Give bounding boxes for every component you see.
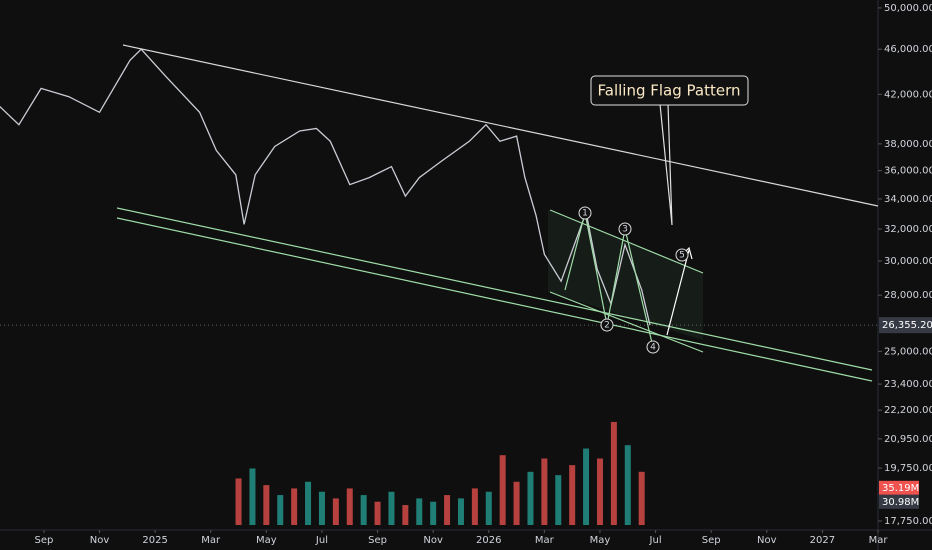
y-tick-label: 30,000.00 — [884, 256, 932, 267]
volume-bar — [527, 471, 534, 525]
support-line — [116, 207, 873, 371]
y-tick-label: 20,950.00 — [884, 434, 932, 445]
wave-label: 3 — [622, 225, 628, 235]
volume-bar — [499, 455, 506, 525]
annotation: Falling Flag Pattern — [598, 82, 741, 100]
x-tick-label: 2026 — [476, 535, 501, 546]
volume-bar — [402, 505, 409, 525]
arrow-shaft — [666, 249, 690, 336]
resistance-line — [122, 44, 879, 207]
x-tick-label: Nov — [90, 535, 110, 546]
volume-bar — [249, 468, 256, 525]
x-tick-label: May — [590, 535, 611, 546]
flag-lower — [549, 291, 704, 353]
flag-zone — [548, 210, 703, 340]
wave-marker — [646, 340, 660, 354]
y-tick-label: 19,750.00 — [884, 463, 932, 474]
callout-pointer — [659, 103, 673, 226]
volume-label: 35.19M — [882, 483, 919, 494]
y-tick-label: 46,000.00 — [884, 44, 932, 55]
volume-bar — [416, 498, 423, 525]
y-tick-label: 22,200.00 — [884, 405, 932, 416]
volume-bar — [374, 501, 381, 525]
volume-bar — [346, 488, 353, 525]
volume-bar — [457, 498, 464, 525]
y-tick-label: 28,000.00 — [884, 290, 932, 301]
volume-bar — [332, 498, 339, 525]
volume-bar — [360, 495, 367, 525]
volume-bar — [555, 475, 562, 525]
wave-label: 4 — [650, 343, 656, 353]
last-price-label: 26,355.20 — [882, 320, 932, 331]
volume-bar — [596, 458, 603, 525]
wave-label: 1 — [582, 209, 588, 219]
volume-bar — [291, 488, 298, 525]
volume-bar — [638, 471, 645, 525]
volume-bar — [541, 458, 548, 525]
x-tick-label: 2027 — [810, 535, 835, 546]
y-tick-label: 34,000.00 — [884, 194, 932, 205]
wave-label: 2 — [604, 321, 610, 331]
wave-marker — [600, 318, 614, 332]
y-tick-label: 32,000.00 — [884, 224, 932, 235]
volume-bar — [569, 465, 576, 525]
volume-bar — [513, 481, 520, 525]
volume-bar — [388, 491, 395, 525]
y-tick-label: 42,000.00 — [884, 89, 932, 100]
y-tick-label: 50,000.00 — [884, 3, 932, 14]
volume-bar — [430, 501, 437, 525]
x-tick-label: Sep — [702, 535, 721, 546]
y-tick-label: 36,000.00 — [884, 166, 932, 177]
volume-bar — [624, 445, 631, 525]
x-tick-label: Mar — [869, 535, 889, 546]
volume-bar — [263, 485, 270, 525]
volume-bar — [305, 481, 312, 525]
wave-marker — [618, 222, 632, 236]
wave-label: 5 — [679, 251, 685, 261]
wave-marker — [675, 248, 689, 262]
y-tick-label: 25,000.00 — [884, 346, 932, 357]
volume-label: 30.98M — [882, 497, 919, 508]
x-tick-label: Mar — [535, 535, 555, 546]
volume-label-box — [879, 480, 919, 495]
wave-marker — [578, 206, 592, 220]
volume-bar — [318, 491, 325, 525]
x-tick-label: Nov — [757, 535, 777, 546]
x-tick-label: Mar — [201, 535, 221, 546]
y-tick-label: 17,750.00 — [884, 516, 932, 527]
x-tick-label: Nov — [423, 535, 443, 546]
x-tick-label: Jul — [649, 535, 662, 546]
volume-bar — [471, 488, 478, 525]
last-price-box — [879, 317, 932, 334]
flag-upper — [549, 209, 704, 274]
volume-bar — [485, 491, 492, 525]
volume-label-box — [879, 494, 919, 509]
volume-bar — [444, 495, 451, 525]
support-line — [116, 217, 873, 382]
volume-bar — [277, 495, 284, 525]
x-tick-label: Sep — [34, 535, 53, 546]
y-tick-label: 38,000.00 — [884, 139, 932, 150]
y-tick-label: 23,400.00 — [884, 379, 932, 390]
volume-bar — [583, 448, 590, 525]
volume-bar — [610, 421, 617, 525]
x-tick-label: May — [256, 535, 277, 546]
x-tick-label: Sep — [368, 535, 387, 546]
annotation-box — [590, 75, 749, 106]
x-tick-label: 2025 — [142, 535, 167, 546]
x-tick-label: Jul — [315, 535, 328, 546]
volume-bar — [235, 478, 242, 525]
